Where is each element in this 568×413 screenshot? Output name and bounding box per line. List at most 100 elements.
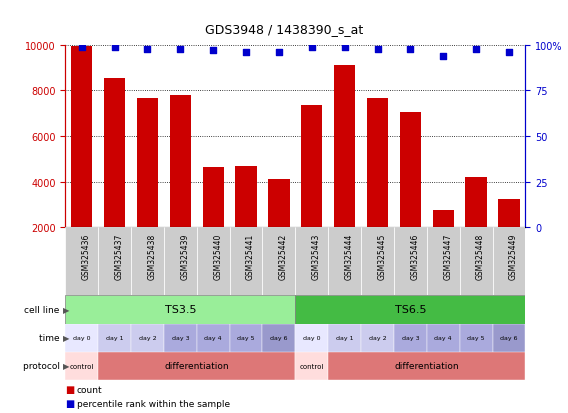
Bar	[98, 228, 131, 296]
Bar	[65, 228, 98, 296]
Bar	[170, 96, 191, 273]
Text: GSM325448: GSM325448	[476, 233, 485, 279]
Point	[471, 46, 481, 53]
Text: day 4: day 4	[204, 335, 222, 340]
Bar	[104, 79, 126, 273]
Text: GSM325445: GSM325445	[378, 233, 386, 279]
Bar	[98, 324, 131, 352]
Text: GSM325446: GSM325446	[410, 233, 419, 279]
Point	[406, 46, 415, 53]
Text: differentiation: differentiation	[395, 361, 459, 370]
Text: day 6: day 6	[500, 335, 517, 340]
Text: GSM325449: GSM325449	[509, 233, 518, 279]
Text: GDS3948 / 1438390_s_at: GDS3948 / 1438390_s_at	[205, 23, 363, 36]
Text: day 0: day 0	[73, 335, 90, 340]
Bar	[197, 228, 229, 296]
Text: count: count	[77, 385, 102, 394]
Text: differentiation: differentiation	[165, 361, 229, 370]
Bar	[361, 324, 394, 352]
Bar	[400, 113, 421, 273]
Text: GSM325436: GSM325436	[82, 233, 91, 279]
Bar	[301, 106, 323, 273]
Point	[504, 50, 513, 57]
Bar	[498, 199, 520, 273]
Bar	[229, 324, 262, 352]
Bar	[65, 352, 98, 380]
Bar	[460, 228, 492, 296]
Point	[110, 44, 119, 51]
Point	[208, 48, 218, 55]
Text: ▶: ▶	[63, 361, 69, 370]
Text: day 2: day 2	[139, 335, 156, 340]
Text: GSM325441: GSM325441	[246, 233, 255, 279]
Text: day 5: day 5	[467, 335, 485, 340]
Bar	[427, 324, 460, 352]
Bar	[262, 324, 295, 352]
Point	[373, 46, 382, 53]
Text: TS6.5: TS6.5	[395, 305, 426, 315]
Bar	[295, 324, 328, 352]
Point	[340, 44, 349, 51]
Text: day 0: day 0	[303, 335, 320, 340]
Bar	[262, 228, 295, 296]
Text: protocol: protocol	[23, 361, 62, 370]
Text: GSM325439: GSM325439	[180, 233, 189, 279]
Bar	[427, 228, 460, 296]
Text: time: time	[39, 333, 62, 342]
Bar	[367, 99, 388, 273]
Bar	[268, 180, 290, 273]
Text: day 1: day 1	[336, 335, 353, 340]
Bar	[433, 211, 454, 273]
Bar	[164, 324, 197, 352]
Text: GSM325437: GSM325437	[115, 233, 124, 279]
Text: GSM325440: GSM325440	[213, 233, 222, 279]
Point	[143, 46, 152, 53]
Bar	[295, 352, 328, 380]
Point	[438, 53, 448, 60]
Point	[77, 44, 86, 51]
Text: GSM325444: GSM325444	[345, 233, 354, 279]
Text: cell line: cell line	[24, 305, 62, 314]
Bar	[229, 228, 262, 296]
Bar	[394, 324, 427, 352]
Bar	[98, 352, 295, 380]
Bar	[492, 228, 525, 296]
Bar	[460, 324, 492, 352]
Bar	[131, 324, 164, 352]
Bar	[203, 167, 224, 273]
Text: percentile rank within the sample: percentile rank within the sample	[77, 399, 230, 408]
Bar	[328, 228, 361, 296]
Text: GSM325442: GSM325442	[279, 233, 288, 279]
Bar	[65, 296, 295, 324]
Point	[274, 50, 283, 57]
Point	[176, 46, 185, 53]
Text: GSM325447: GSM325447	[443, 233, 452, 279]
Point	[241, 50, 250, 57]
Bar	[197, 324, 229, 352]
Bar	[131, 228, 164, 296]
Text: day 2: day 2	[369, 335, 386, 340]
Bar	[295, 296, 525, 324]
Text: GSM325443: GSM325443	[312, 233, 321, 279]
Bar	[361, 228, 394, 296]
Text: day 5: day 5	[237, 335, 255, 340]
Text: ■: ■	[65, 398, 74, 408]
Text: day 3: day 3	[402, 335, 419, 340]
Bar	[235, 167, 257, 273]
Text: GSM325438: GSM325438	[148, 233, 156, 279]
Bar	[164, 228, 197, 296]
Bar	[328, 324, 361, 352]
Bar	[334, 66, 356, 273]
Text: TS3.5: TS3.5	[165, 305, 196, 315]
Bar	[394, 228, 427, 296]
Text: control: control	[69, 363, 94, 369]
Text: day 6: day 6	[270, 335, 287, 340]
Text: ▶: ▶	[63, 305, 69, 314]
Text: ■: ■	[65, 384, 74, 394]
Bar	[137, 99, 158, 273]
Text: day 4: day 4	[435, 335, 452, 340]
Text: day 3: day 3	[172, 335, 189, 340]
Bar	[465, 178, 487, 273]
Bar	[65, 324, 98, 352]
Bar	[328, 352, 525, 380]
